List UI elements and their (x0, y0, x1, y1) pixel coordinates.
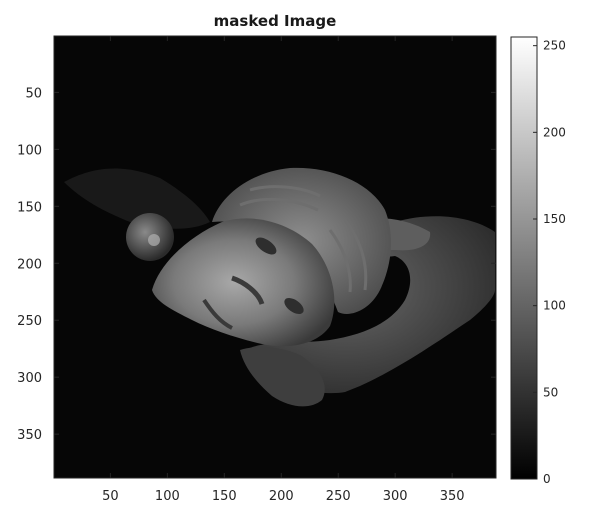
image-right-eye (284, 298, 304, 314)
x-tick-label: 200 (269, 489, 294, 504)
image-arm-shadow (64, 168, 210, 229)
colorbar-gradient (510, 36, 538, 480)
x-tick-group: 50 100 150 200 250 300 350 (102, 36, 465, 504)
image-mouth (202, 298, 233, 330)
y-tick-label: 100 (17, 143, 42, 158)
colorbar-tick-label: 150 (543, 212, 566, 226)
plot-axes: 50 100 150 200 250 300 350 50 100 150 200 250 300 35… (17, 35, 497, 504)
x-tick-label: 250 (326, 489, 351, 504)
x-tick-label: 300 (383, 489, 408, 504)
colorbar-tick-label: 50 (543, 385, 558, 399)
image-fingers (240, 347, 325, 407)
image-left-eye (255, 237, 277, 255)
y-tick-label: 150 (17, 200, 42, 215)
colorbar: 0 50 100 150 200 250 (510, 36, 566, 486)
x-tick-label: 150 (212, 489, 237, 504)
image-hair-strands (239, 185, 368, 293)
y-tick-label: 350 (17, 428, 42, 443)
colorbar-tick-label: 250 (543, 39, 566, 53)
image-hand (246, 216, 495, 394)
masked-image (64, 167, 495, 407)
colorbar-tick-label: 100 (543, 299, 566, 313)
y-tick-label: 200 (17, 257, 42, 272)
x-tick-label: 50 (102, 489, 119, 504)
y-tick-label: 300 (17, 371, 42, 386)
x-tick-label: 100 (155, 489, 180, 504)
colorbar-tick-group: 0 50 100 150 200 250 (533, 39, 566, 486)
chart-title: masked Image (214, 12, 337, 30)
colorbar-tick-label: 0 (543, 472, 551, 486)
y-tick-label: 50 (25, 86, 42, 101)
axes-box (53, 35, 497, 479)
y-tick-label: 250 (17, 314, 42, 329)
y-tick-group: 50 100 150 200 250 300 350 (17, 86, 496, 443)
image-nose (231, 275, 265, 305)
x-tick-label: 350 (440, 489, 465, 504)
colorbar-tick-label: 200 (543, 125, 566, 139)
image-round-highlight (148, 234, 160, 246)
